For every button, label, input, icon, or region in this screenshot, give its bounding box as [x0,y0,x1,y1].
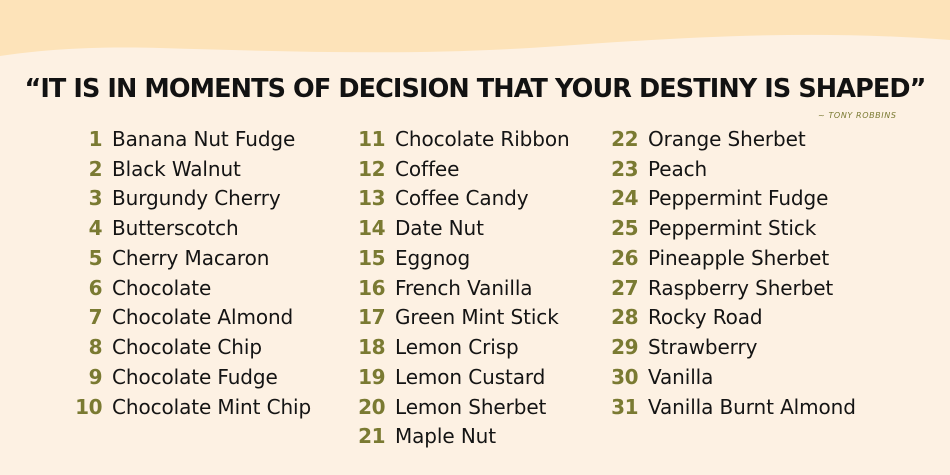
item-number: 3 [88,186,103,211]
list-item: 20 Lemon Sherbet [348,392,570,422]
item-name: Green Mint Stick [395,305,559,330]
item-name: Chocolate Ribbon [395,126,570,151]
item-name: Strawberry [648,335,758,360]
list-item: 10 Chocolate Mint Chip [70,392,311,422]
item-number: 16 [358,275,385,300]
list-item: 1 Banana Nut Fudge [70,124,311,154]
list-item: 25 Peppermint Stick [600,213,856,243]
item-number: 17 [358,305,385,330]
list-item: 12 Coffee [348,154,570,184]
item-number: 30 [611,364,638,389]
top-wave-band [0,0,950,56]
list-item: 3 Burgundy Cherry [70,184,311,214]
item-name: Chocolate Fudge [112,364,278,389]
item-number: 21 [358,424,385,449]
list-item: 11 Chocolate Ribbon [348,124,570,154]
item-name: Cherry Macaron [112,245,270,270]
item-number: 8 [88,335,103,360]
item-number: 7 [88,305,103,330]
item-number: 6 [88,275,103,300]
list-item: 19 Lemon Custard [348,362,570,392]
list-item: 31 Vanilla Burnt Almond [600,392,856,422]
item-number: 13 [358,186,385,211]
item-name: Peppermint Fudge [648,186,829,211]
list-item: 2 Black Walnut [70,154,311,184]
item-number: 15 [358,245,385,270]
item-number: 22 [611,126,638,151]
item-number: 19 [358,364,385,389]
item-name: Maple Nut [395,424,497,449]
item-name: Burgundy Cherry [112,186,281,211]
item-number: 25 [611,216,638,241]
item-number: 11 [358,126,385,151]
item-name: French Vanilla [395,275,533,300]
item-number: 24 [611,186,638,211]
item-name: Chocolate Chip [112,335,262,360]
list-item: 17 Green Mint Stick [348,303,570,333]
list-item: 8 Chocolate Chip [70,332,311,362]
item-name: Date Nut [395,216,484,241]
item-name: Orange Sherbet [648,126,806,151]
item-name: Chocolate Mint Chip [112,394,312,419]
item-number: 31 [611,394,638,419]
item-name: Raspberry Sherbet [648,275,834,300]
item-number: 10 [75,394,102,419]
flavor-column-3: 22 Orange Sherbet 23 Peach 24 Peppermint Fudg… [600,124,856,422]
item-name: Lemon Crisp [395,335,519,360]
quote-author: ~ TONY ROBBINS [818,111,897,120]
item-number: 29 [611,335,638,360]
item-name: Rocky Road [648,305,763,330]
list-item: 29 Strawberry [600,332,856,362]
list-item: 16 French Vanilla [348,273,570,303]
item-name: Banana Nut Fudge [112,126,296,151]
item-name: Butterscotch [112,216,239,241]
item-name: Coffee Candy [395,186,529,211]
item-number: 26 [611,245,638,270]
list-item: 24 Peppermint Fudge [600,184,856,214]
list-item: 14 Date Nut [348,213,570,243]
list-item: 15 Eggnog [348,243,570,273]
quote-headline: “IT IS IN MOMENTS OF DECISION THAT YOUR … [24,74,926,104]
item-number: 4 [88,216,103,241]
item-number: 20 [358,394,385,419]
list-item: 6 Chocolate [70,273,311,303]
list-item: 21 Maple Nut [348,422,570,452]
list-item: 5 Cherry Macaron [70,243,311,273]
item-name: Chocolate Almond [112,305,294,330]
item-name: Vanilla [648,364,714,389]
item-name: Eggnog [395,245,471,270]
list-item: 27 Raspberry Sherbet [600,273,856,303]
list-item: 9 Chocolate Fudge [70,362,311,392]
item-number: 5 [88,245,103,270]
flavor-column-2: 11 Chocolate Ribbon 12 Coffee 13 Coffee Candy… [348,124,570,451]
item-number: 2 [88,156,103,181]
list-item: 28 Rocky Road [600,303,856,333]
item-name: Lemon Custard [395,364,546,389]
list-item: 18 Lemon Crisp [348,332,570,362]
item-name: Black Walnut [112,156,241,181]
list-item: 13 Coffee Candy [348,184,570,214]
item-name: Peppermint Stick [648,216,817,241]
item-number: 27 [611,275,638,300]
item-number: 9 [88,364,103,389]
list-item: 26 Pineapple Sherbet [600,243,856,273]
item-name: Peach [648,156,708,181]
list-item: 4 Butterscotch [70,213,311,243]
item-number: 18 [358,335,385,360]
item-name: Vanilla Burnt Almond [648,394,856,419]
item-number: 1 [88,126,103,151]
list-item: 23 Peach [600,154,856,184]
list-item: 7 Chocolate Almond [70,303,311,333]
item-number: 28 [611,305,638,330]
list-item: 30 Vanilla [600,362,856,392]
flavor-column-1: 1 Banana Nut Fudge 2 Black Walnut 3 Burgundy … [70,124,311,422]
item-number: 12 [358,156,385,181]
item-name: Coffee [395,156,460,181]
item-name: Chocolate [112,275,212,300]
item-number: 23 [611,156,638,181]
list-item: 22 Orange Sherbet [600,124,856,154]
item-number: 14 [358,216,385,241]
item-name: Lemon Sherbet [395,394,547,419]
item-name: Pineapple Sherbet [648,245,830,270]
